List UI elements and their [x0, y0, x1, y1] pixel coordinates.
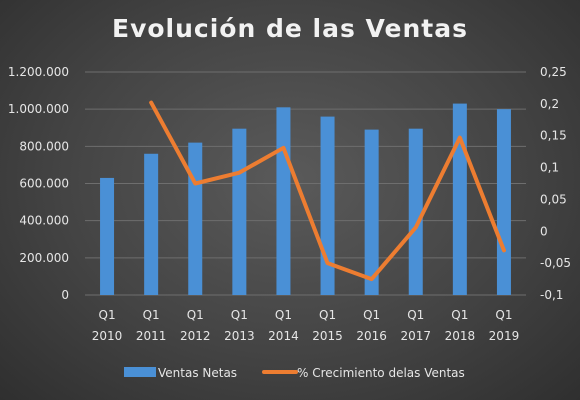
legend-label-line: % Crecimiento delas Ventas — [297, 366, 465, 380]
bar — [320, 116, 335, 295]
y-right-tick-label: -0,05 — [540, 256, 571, 270]
y-left-tick-label: 200.000 — [19, 251, 69, 265]
x-tick-label: Q1 — [319, 308, 336, 322]
x-tick-label: Q1 — [407, 308, 424, 322]
y-right-tick-label: 0,25 — [540, 65, 567, 79]
y-left-tick-label: 400.000 — [19, 214, 69, 228]
y-right-tick-label: 0,15 — [540, 129, 567, 143]
y-left-tick-label: 0 — [61, 288, 69, 302]
chart-title: Evolución de las Ventas — [112, 14, 468, 43]
bar — [408, 128, 423, 295]
legend-swatch-bars — [124, 367, 156, 377]
y-left-tick-label: 1.200.000 — [8, 65, 69, 79]
bar — [496, 109, 511, 296]
x-tick-label: Q1 — [275, 308, 292, 322]
y-left-tick-label: 800.000 — [19, 139, 69, 153]
x-tick-label: 2012 — [180, 329, 211, 343]
x-tick-label: 2017 — [400, 329, 431, 343]
x-tick-label: 2018 — [445, 329, 476, 343]
x-tick-label: 2011 — [136, 329, 167, 343]
x-tick-label: Q1 — [143, 308, 160, 322]
bar — [144, 153, 159, 295]
x-tick-label: Q1 — [187, 308, 204, 322]
y-left-tick-label: 600.000 — [19, 177, 69, 191]
x-tick-label: Q1 — [231, 308, 248, 322]
bar — [276, 107, 291, 295]
x-tick-label: 2019 — [489, 329, 520, 343]
x-tick-label: Q1 — [99, 308, 116, 322]
bar — [100, 177, 115, 295]
x-tick-label: Q1 — [495, 308, 512, 322]
x-tick-label: 2016 — [356, 329, 387, 343]
bar — [188, 142, 203, 295]
bar — [364, 129, 379, 295]
y-right-tick-label: 0,1 — [540, 161, 559, 175]
x-tick-label: 2013 — [224, 329, 255, 343]
x-tick-label: 2014 — [268, 329, 299, 343]
y-right-tick-label: 0,05 — [540, 192, 567, 206]
x-tick-label: Q1 — [451, 308, 468, 322]
y-right-tick-label: 0 — [540, 224, 548, 238]
y-right-tick-label: 0,2 — [540, 97, 559, 111]
legend-label-bars: Ventas Netas — [158, 366, 237, 380]
x-tick-label: 2015 — [312, 329, 343, 343]
y-right-tick-label: -0,1 — [540, 288, 563, 302]
y-left-tick-label: 1.000.000 — [8, 102, 69, 116]
bar — [452, 103, 467, 295]
x-tick-label: 2010 — [92, 329, 123, 343]
x-tick-label: Q1 — [363, 308, 380, 322]
bar — [232, 128, 247, 295]
